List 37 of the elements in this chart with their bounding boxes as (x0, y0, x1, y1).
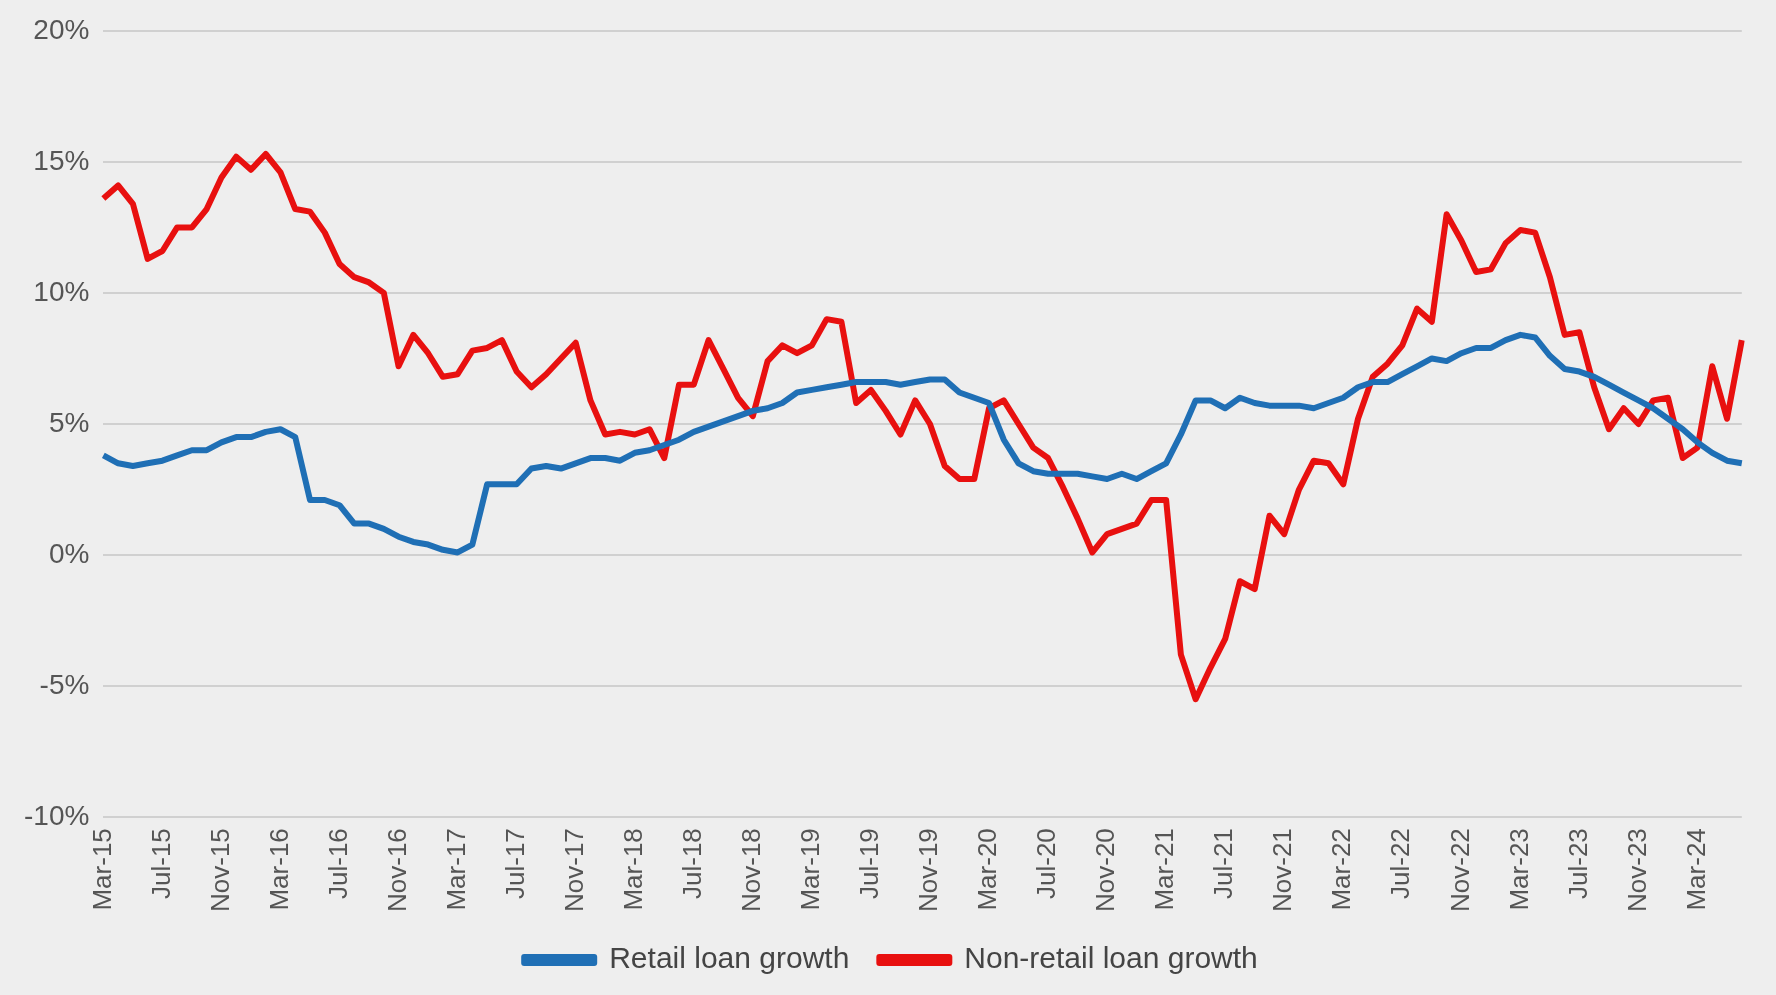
x-tick-label: Nov-23 (1621, 828, 1652, 913)
x-tick-label: Jul-22 (1385, 828, 1416, 900)
x-tick-label: Nov-17 (558, 828, 589, 913)
y-tick-label: 20% (33, 13, 90, 45)
y-tick-label: -5% (39, 668, 90, 700)
x-tick-label: Nov-18 (736, 828, 767, 913)
legend-label: Non-retail loan growth (964, 941, 1258, 975)
x-tick-label: Nov-20 (1090, 828, 1121, 913)
x-tick-label: Mar-20 (972, 828, 1003, 911)
x-tick-label: Nov-22 (1444, 828, 1475, 913)
y-tick-label: -10% (23, 799, 90, 831)
x-tick-label: Jul-15 (145, 828, 176, 900)
x-tick-label: Mar-17 (440, 828, 471, 911)
x-tick-label: Mar-24 (1680, 828, 1711, 911)
y-tick-label: 15% (33, 144, 90, 176)
x-tick-label: Jul-16 (322, 828, 353, 900)
x-tick-label: Nov-19 (913, 828, 944, 913)
x-tick-label: Nov-16 (381, 828, 412, 913)
y-tick-label: 10% (33, 275, 90, 307)
x-tick-label: Nov-21 (1267, 828, 1298, 913)
x-tick-label: Mar-22 (1326, 828, 1357, 911)
x-tick-label: Jul-18 (676, 828, 707, 900)
x-tick-label: Jul-21 (1208, 828, 1239, 900)
x-tick-label: Nov-15 (204, 828, 235, 913)
x-tick-label: Mar-16 (263, 828, 294, 911)
x-tick-label: Mar-19 (795, 828, 826, 911)
y-tick-label: 0% (48, 537, 90, 569)
x-tick-label: Mar-18 (617, 828, 648, 911)
legend-label: Retail loan growth (609, 941, 850, 975)
x-tick-label: Mar-23 (1503, 828, 1534, 911)
x-tick-label: Jul-23 (1562, 828, 1593, 900)
x-tick-label: Jul-17 (499, 828, 530, 900)
x-tick-label: Mar-15 (86, 828, 117, 911)
x-tick-label: Jul-20 (1031, 828, 1062, 900)
x-tick-label: Jul-19 (854, 828, 885, 900)
y-tick-label: 5% (48, 406, 90, 438)
x-tick-label: Mar-21 (1149, 828, 1180, 911)
